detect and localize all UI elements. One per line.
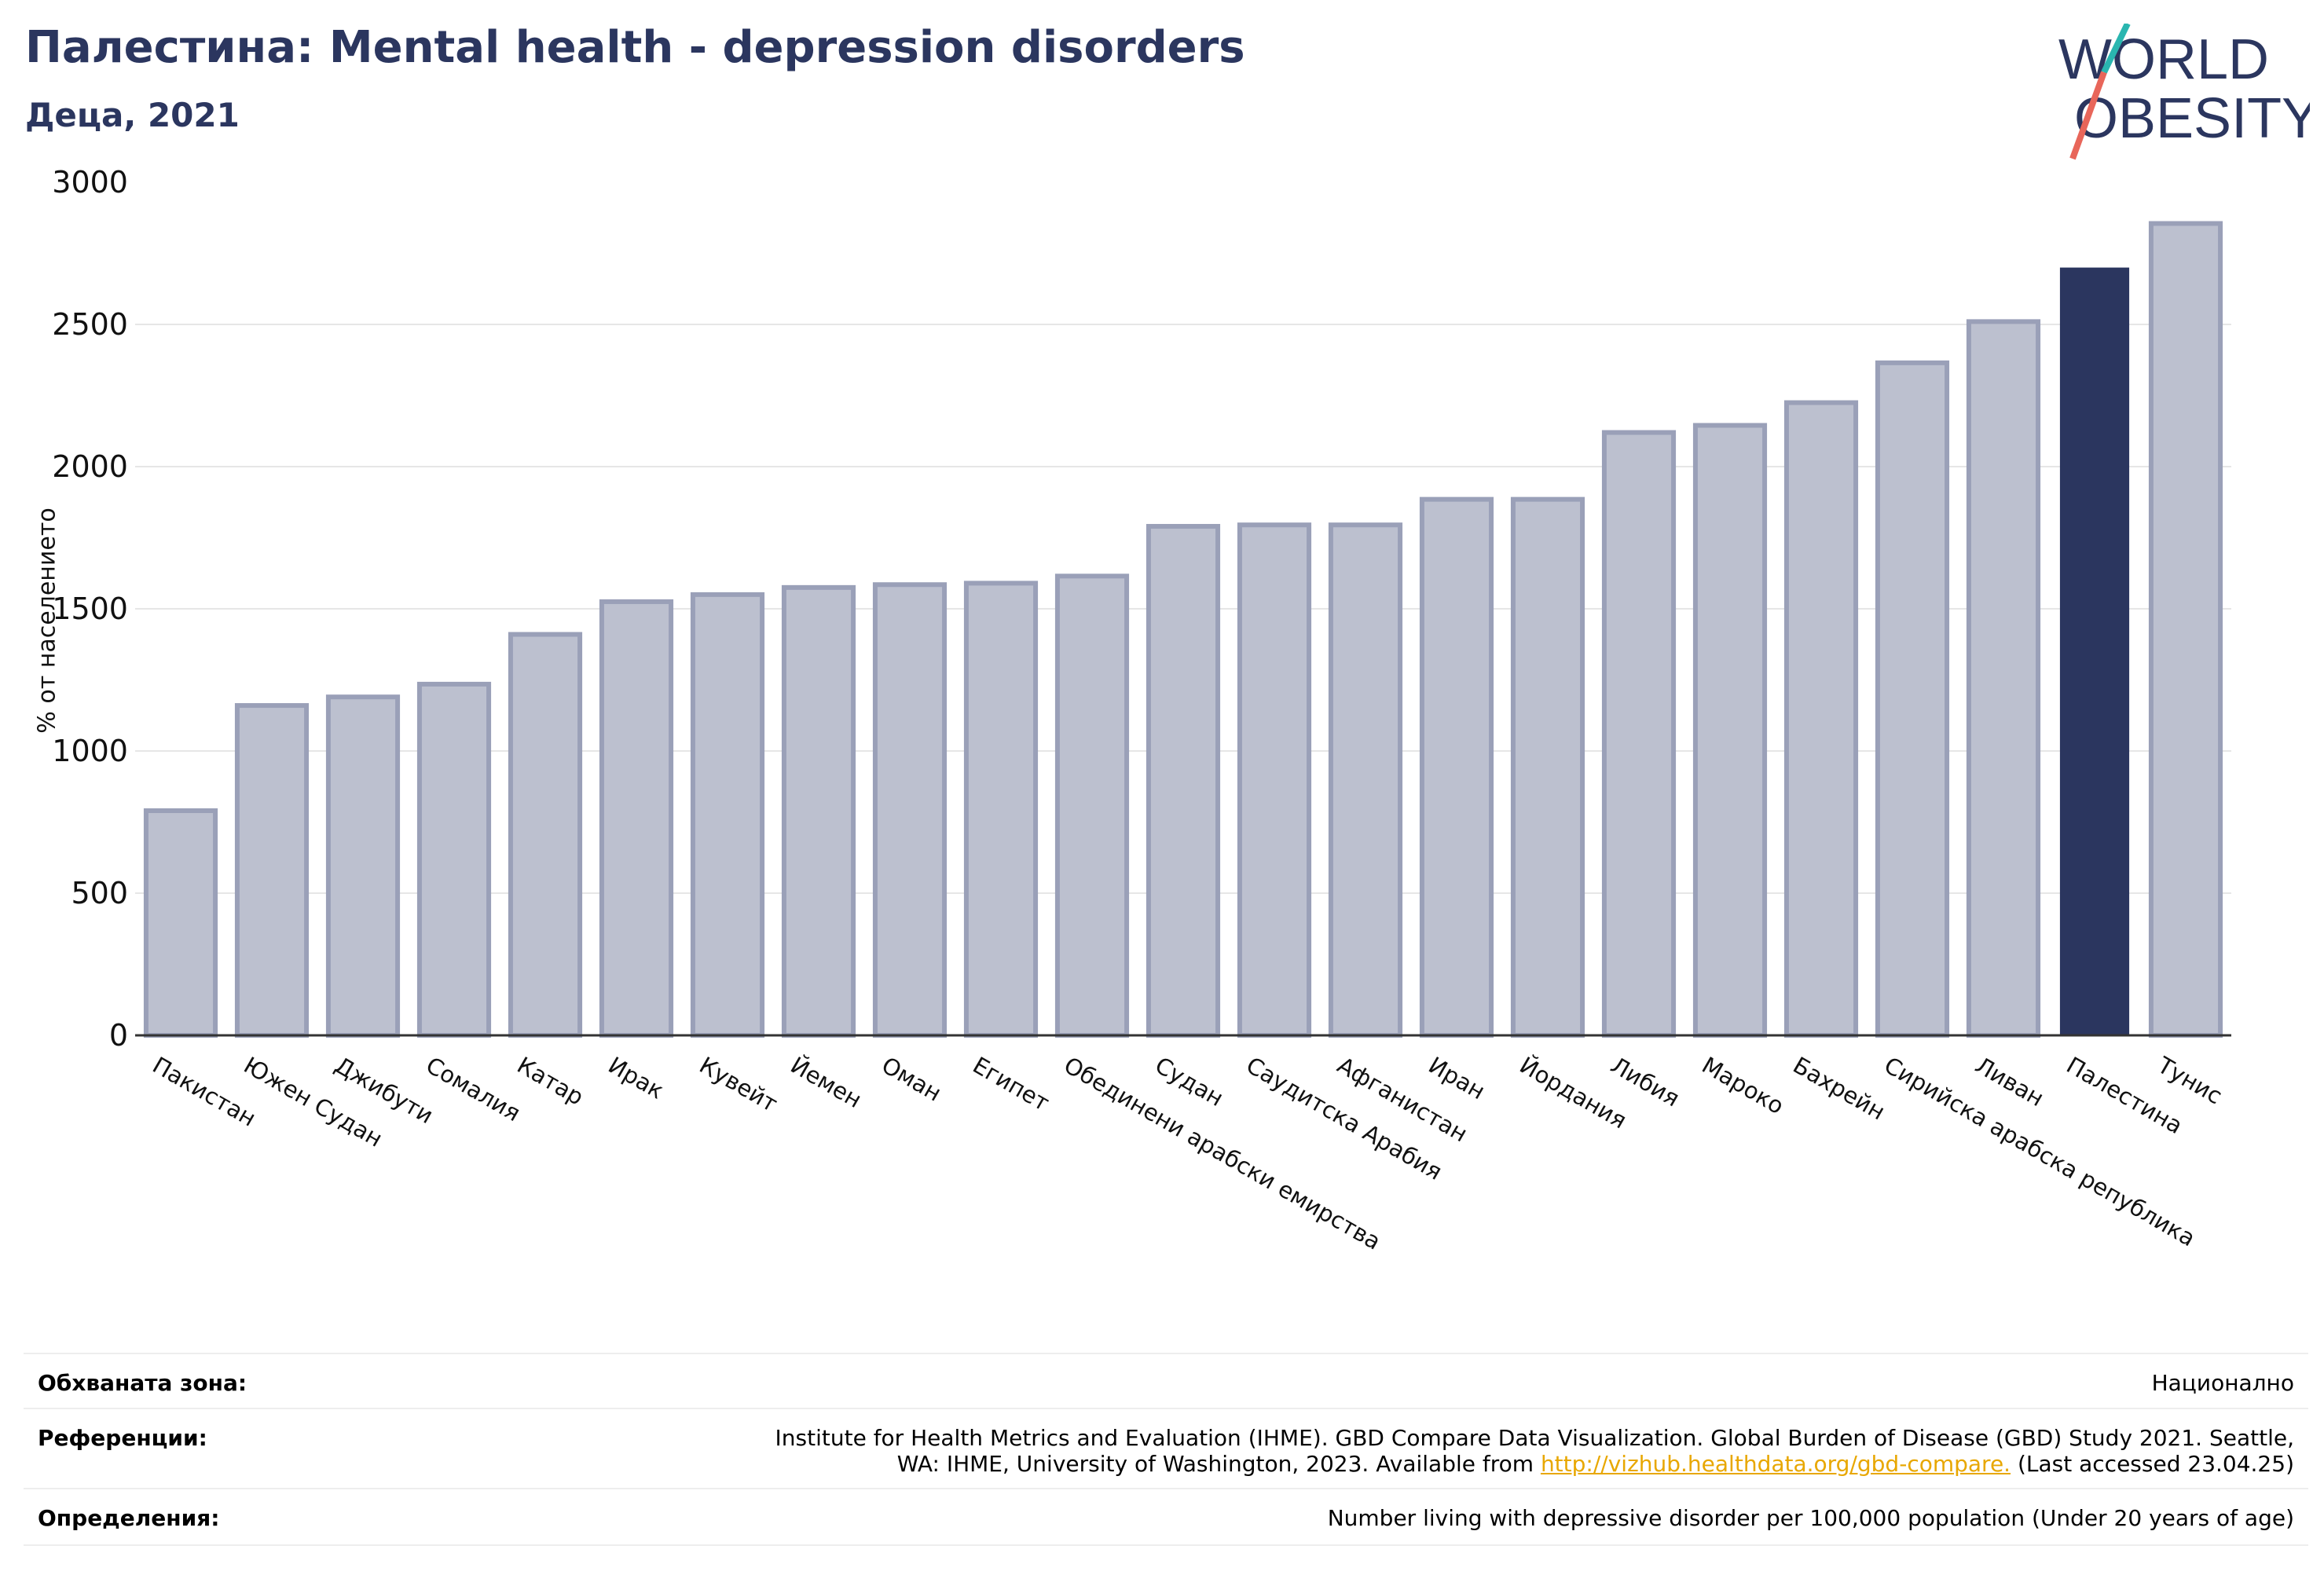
logo-text-world: WORLD (2058, 28, 2269, 91)
references-value: Institute for Health Metrics and Evaluat… (775, 1425, 2294, 1477)
coverage-value: Национално (2151, 1370, 2294, 1396)
x-tick-label: Оман (878, 1052, 947, 1107)
world-obesity-logo: WORLD OBESITY (2058, 24, 2310, 160)
bar (963, 581, 1039, 1038)
coverage-label: Обхваната зона: (38, 1370, 247, 1396)
y-tick-label: 2500 (52, 307, 128, 342)
x-tick-label: Сомалия (422, 1052, 526, 1127)
definitions-label: Определения: (38, 1505, 220, 1531)
definitions-value: Number living with depressive disorder p… (1327, 1505, 2294, 1531)
bar (872, 582, 948, 1038)
y-tick-label: 0 (109, 1018, 128, 1053)
bar (599, 599, 674, 1038)
bar (1783, 400, 1859, 1038)
bar (1146, 524, 1221, 1038)
y-tick-label: 500 (71, 876, 128, 910)
bar (325, 694, 401, 1038)
references-link[interactable]: http://vizhub.healthdata.org/gbd-compare… (1540, 1451, 2011, 1477)
definitions-row: Определения: Number living with depressi… (24, 1488, 2308, 1546)
x-tick-label: Египет (969, 1052, 1054, 1117)
references-line-2-start: WA: IHME, University of Washington, 2023… (896, 1451, 1541, 1477)
bar (1601, 430, 1677, 1038)
x-tick-label: Тунис (2153, 1051, 2227, 1109)
bar (781, 584, 856, 1038)
bar (1966, 319, 2041, 1038)
bar (2148, 221, 2223, 1038)
bar (234, 703, 310, 1038)
bar (143, 808, 218, 1038)
bar-highlighted (2059, 267, 2130, 1036)
logo-slash-bottom (2069, 71, 2107, 160)
page-subtitle: Деца, 2021 (25, 96, 240, 134)
logo-text-obesity: OBESITY (2074, 87, 2310, 150)
y-tick-label: 1000 (52, 734, 128, 768)
logo-slash-top (2101, 24, 2131, 74)
bars (143, 221, 2223, 1038)
y-tick-labels: 0 500 1000 1500 2000 2500 3000 (52, 165, 128, 1053)
x-tick-label: Обединени арабски емирства (1060, 1052, 1386, 1255)
x-tick-label: Бахрейн (1789, 1052, 1890, 1126)
bar (508, 632, 583, 1038)
bar (1419, 496, 1494, 1038)
bar (1875, 360, 1950, 1038)
x-tick-label: Сирийска арабска република (1880, 1052, 2200, 1252)
x-tick-label: Катар (513, 1052, 588, 1111)
references-row: Референции: Institute for Health Metrics… (24, 1408, 2308, 1488)
x-tick-label: Пакистан (148, 1052, 261, 1132)
bar (1510, 496, 1585, 1038)
bar (1237, 522, 1312, 1038)
x-tick-label: Ирак (604, 1052, 669, 1104)
bar (1328, 522, 1403, 1038)
page-title: Палестина: Mental health - depression di… (25, 22, 1245, 73)
references-line-1: Institute for Health Metrics and Evaluat… (775, 1425, 2294, 1451)
bar (416, 681, 492, 1038)
x-tick-label: Иран (1424, 1052, 1490, 1105)
x-tick-label: Йемен (786, 1052, 867, 1114)
references-line-2-end: (Last accessed 23.04.25) (2011, 1451, 2294, 1477)
bar (1692, 423, 1768, 1038)
x-tick-label: Мароко (1698, 1052, 1789, 1120)
references-line-2: WA: IHME, University of Washington, 2023… (775, 1451, 2294, 1477)
y-tick-label: 2000 (52, 449, 128, 484)
y-tick-label: 1500 (52, 592, 128, 626)
references-label: Референции: (38, 1425, 207, 1451)
coverage-row: Обхваната зона: Национално (24, 1353, 2308, 1408)
bar (1054, 573, 1130, 1038)
y-tick-label: 3000 (52, 165, 128, 200)
bar (690, 592, 765, 1038)
x-tick-label: Кувейт (695, 1052, 783, 1118)
